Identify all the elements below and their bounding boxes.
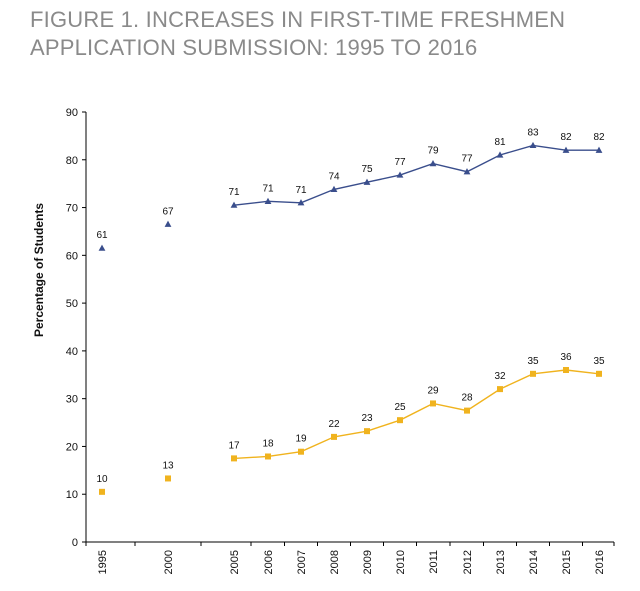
data-point-upper [363,178,371,185]
data-point-upper [330,185,338,192]
data-label-upper: 71 [295,185,307,196]
data-label-upper: 61 [96,230,108,241]
data-label-upper: 75 [361,164,373,175]
y-tick-label: 50 [66,298,78,310]
data-point-upper [429,160,437,167]
y-tick-label: 40 [66,346,78,358]
data-point-upper [98,244,106,251]
x-tick-label: 2016 [594,550,606,574]
data-label-lower: 32 [494,371,506,382]
series-layer: 61 67 71 71 71 74 75 77 79 77 81 83 82 82 10 13 17 18 19 22… [96,127,605,495]
data-point-upper [496,151,504,158]
data-label-upper: 67 [162,206,174,217]
data-point-lower [298,448,304,455]
x-tick-label: 2011 [428,550,440,574]
data-point-upper [164,220,172,227]
data-label-lower: 25 [394,402,406,413]
y-tick-label: 70 [66,203,78,215]
data-label-upper: 71 [262,183,274,194]
x-tick-label: 2014 [528,550,540,574]
data-point-lower [430,400,436,407]
data-point-lower [497,386,503,393]
x-tick-label: 2015 [561,550,573,574]
y-axis-ticks: 0 10 20 30 40 50 60 70 80 90 [66,107,86,549]
series-line-lower [233,369,600,460]
data-label-lower: 23 [361,413,373,424]
data-label-upper: 77 [461,154,473,165]
data-label-lower: 13 [162,460,174,471]
data-label-upper: 71 [228,187,240,198]
data-point-upper [230,201,238,208]
x-tick-label: 2000 [163,550,175,574]
y-tick-label: 80 [66,155,78,167]
data-point-upper [595,146,603,153]
data-point-lower [331,433,337,440]
data-point-lower [165,475,171,482]
data-label-lower: 36 [560,352,572,363]
data-point-upper [297,199,305,206]
data-point-lower [397,417,403,424]
data-label-lower: 10 [96,474,108,485]
x-axis-ticks: 1995 2000 2005 2006 2007 2008 2009 2010 2011 2012… [85,542,615,574]
data-label-upper: 74 [328,171,340,182]
x-tick-label: 2006 [263,550,275,574]
x-tick-label: 1995 [97,550,109,574]
chart-title-line-1: FIGURE 1. INCREASES IN FIRST-TIME FRESHM… [30,7,566,32]
data-point-upper [264,197,272,204]
data-point-lower [231,455,237,462]
data-label-lower: 29 [427,385,439,396]
series-upper: 61 67 71 71 71 74 75 77 79 77 81 83 82 82 [96,127,605,251]
x-tick-label: 2009 [362,550,374,574]
series-lower: 10 13 17 18 19 22 23 25 29 28 32 35 36 35 [96,352,605,495]
y-axis-title: Percentage of Students [32,203,46,337]
y-tick-label: 60 [66,250,78,262]
data-label-lower: 28 [461,393,473,404]
data-point-lower [596,370,602,377]
data-label-lower: 17 [228,440,240,451]
x-tick-label: 2012 [462,550,474,574]
series-line-upper [233,144,599,206]
y-tick-label: 20 [66,441,78,453]
x-tick-label: 2010 [395,550,407,574]
data-label-upper: 77 [394,157,406,168]
data-label-upper: 83 [527,127,539,138]
data-label-lower: 35 [527,356,539,367]
x-tick-label: 2008 [329,550,341,574]
y-tick-label: 10 [66,489,78,501]
data-label-lower: 22 [328,419,340,430]
data-point-lower [99,488,105,495]
chart-title-line-2: APPLICATION SUBMISSION: 1995 TO 2016 [30,35,478,60]
data-point-lower [563,367,569,373]
y-tick-label: 90 [66,107,78,119]
data-label-upper: 82 [560,132,572,143]
x-tick-label: 2007 [296,550,308,574]
data-point-upper [562,146,570,153]
data-label-lower: 19 [295,434,307,445]
data-point-lower [364,428,370,435]
data-point-lower [464,407,470,414]
data-label-upper: 79 [427,146,439,157]
data-label-lower: 35 [593,356,605,367]
data-label-upper: 81 [494,137,506,148]
y-tick-label: 0 [72,537,78,549]
data-point-upper [529,141,537,149]
data-point-lower [530,370,536,377]
x-tick-label: 2005 [229,550,241,574]
data-point-upper [396,171,404,178]
data-label-upper: 82 [593,132,605,143]
data-point-upper [463,168,471,175]
chart-title: FIGURE 1. INCREASES IN FIRST-TIME FRESHM… [30,6,630,62]
data-point-lower [265,453,271,460]
y-tick-label: 30 [66,394,78,406]
data-label-lower: 18 [262,438,274,449]
x-tick-label: 2013 [495,550,507,574]
